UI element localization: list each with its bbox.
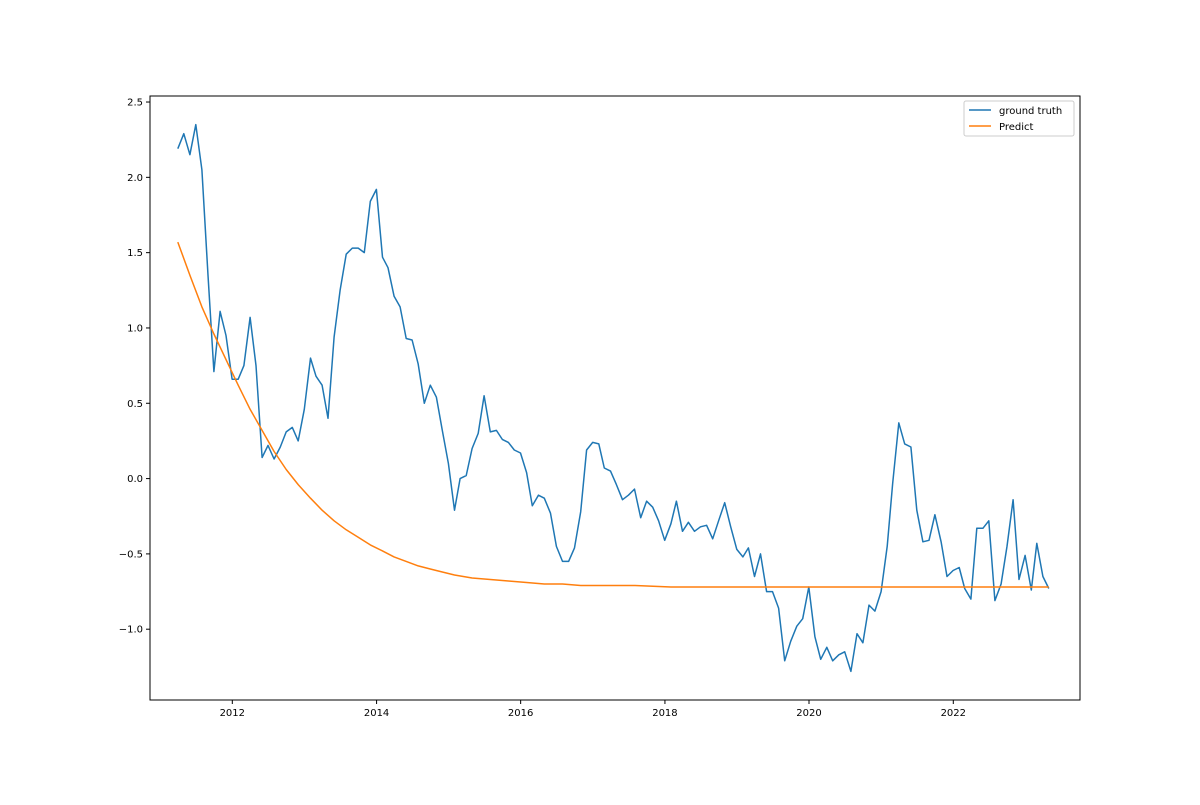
x-axis: 2012 2014 2016 2018 2020 2022: [220, 700, 966, 719]
y-tick-label: 2.0: [127, 173, 143, 184]
series-line-ground-truth: [177, 123, 1050, 673]
x-tick-label: 2022: [941, 708, 966, 719]
x-tick-label: 2018: [652, 708, 677, 719]
x-tick-label: 2012: [220, 708, 245, 719]
x-tick-label: 2016: [508, 708, 533, 719]
series-line-predict: [177, 241, 1049, 588]
y-tick-label: 0.0: [127, 474, 143, 485]
y-tick-label: 0.5: [127, 399, 143, 410]
legend-label-ground-truth: ground truth: [999, 106, 1062, 117]
legend: ground truth Predict: [963, 100, 1075, 137]
series-layer: [177, 123, 1050, 673]
legend-label-predict: Predict: [999, 122, 1034, 133]
y-tick-label: 1.0: [127, 323, 143, 334]
plot-area: [149, 95, 1081, 701]
x-tick-label: 2020: [796, 708, 821, 719]
y-tick-label: −0.5: [119, 549, 143, 560]
y-tick-label: −1.0: [119, 625, 143, 636]
x-tick-label: 2014: [364, 708, 389, 719]
y-tick-label: 2.5: [127, 98, 143, 109]
legend-box: [963, 100, 1075, 137]
y-axis: 2.5 2.0 1.5 1.0 0.5 0.0 −0.5 −1.0: [119, 98, 150, 636]
y-tick-label: 1.5: [127, 248, 143, 259]
